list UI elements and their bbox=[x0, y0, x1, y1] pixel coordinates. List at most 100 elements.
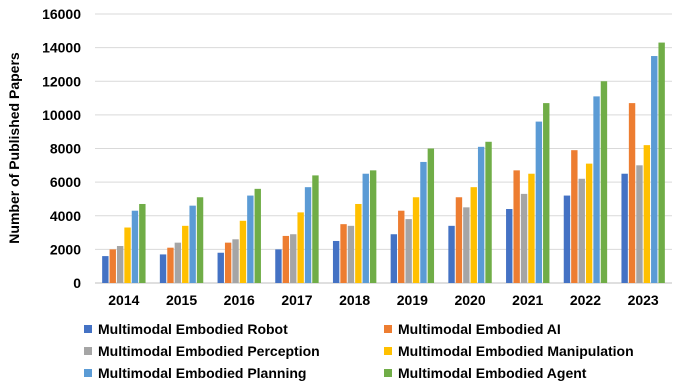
bar bbox=[131, 210, 139, 283]
y-tick-label: 8000 bbox=[50, 141, 81, 157]
x-tick-label: 2014 bbox=[108, 292, 139, 308]
bar bbox=[535, 121, 543, 283]
legend-item: Multimodal Embodied Agent bbox=[384, 365, 586, 381]
bar bbox=[658, 42, 665, 283]
legend-swatch bbox=[384, 347, 392, 355]
y-tick-label: 6000 bbox=[50, 174, 81, 190]
bar bbox=[477, 146, 485, 283]
bar bbox=[355, 203, 362, 283]
bar bbox=[182, 225, 189, 283]
bar bbox=[485, 141, 492, 283]
legend-label: Multimodal Embodied Manipulation bbox=[398, 343, 634, 359]
x-tick-label: 2016 bbox=[224, 292, 255, 308]
bar bbox=[312, 175, 319, 283]
legend-swatch bbox=[384, 369, 392, 377]
bar bbox=[585, 163, 593, 283]
x-tick-label: 2019 bbox=[397, 292, 428, 308]
bar bbox=[239, 220, 247, 283]
bar bbox=[275, 249, 282, 284]
bar bbox=[636, 165, 643, 283]
legend-label: Multimodal Embodied AI bbox=[398, 321, 561, 337]
bar bbox=[174, 242, 182, 283]
gridlines bbox=[95, 13, 672, 284]
bar bbox=[520, 193, 528, 283]
bar bbox=[628, 103, 636, 283]
bar bbox=[369, 170, 377, 283]
bar bbox=[470, 187, 477, 283]
bar bbox=[247, 195, 254, 283]
bar bbox=[254, 188, 261, 283]
x-tick-labels: 2014 2015 2016 2017 2018 2019 2020 2021 2022 2023 bbox=[108, 292, 659, 308]
y-tick-label: 2000 bbox=[50, 241, 81, 257]
x-tick-label: 2022 bbox=[570, 292, 601, 308]
bar bbox=[232, 239, 239, 283]
legend-swatch bbox=[84, 325, 92, 333]
bar bbox=[506, 209, 513, 283]
legend-swatch bbox=[84, 369, 92, 377]
bar bbox=[124, 227, 131, 283]
bar bbox=[563, 195, 571, 283]
x-tick-label: 2021 bbox=[512, 292, 543, 308]
bar bbox=[282, 235, 290, 283]
bar bbox=[362, 173, 369, 283]
bars bbox=[102, 42, 665, 284]
bar bbox=[340, 224, 347, 283]
legend-label: Multimodal Embodied Robot bbox=[98, 321, 288, 337]
y-tick-label: 10000 bbox=[42, 107, 81, 123]
legend-item: Multimodal Embodied AI bbox=[384, 321, 561, 337]
bar bbox=[513, 170, 520, 283]
legend-label: Multimodal Embodied Planning bbox=[98, 365, 307, 381]
bar bbox=[224, 242, 232, 283]
legend-label: Multimodal Embodied Perception bbox=[98, 343, 320, 359]
x-tick-label: 2020 bbox=[454, 292, 485, 308]
bar bbox=[304, 187, 312, 283]
y-tick-label: 14000 bbox=[42, 40, 81, 56]
x-tick-label: 2018 bbox=[339, 292, 370, 308]
x-tick-label: 2023 bbox=[628, 292, 659, 308]
bar bbox=[600, 81, 608, 283]
bar bbox=[543, 103, 550, 283]
bar bbox=[405, 219, 412, 283]
bar bbox=[290, 234, 297, 283]
legend-item: Multimodal Embodied Robot bbox=[84, 321, 288, 337]
y-tick-labels: 0 2000 4000 6000 8000 10000 12000 14000 16000 bbox=[42, 6, 81, 291]
bar bbox=[593, 96, 600, 283]
chart-area: 0 2000 4000 6000 8000 10000 12000 14000 16000 20… bbox=[6, 6, 672, 308]
bar bbox=[427, 148, 435, 283]
bar bbox=[196, 197, 204, 283]
x-tick-label: 2017 bbox=[281, 292, 312, 308]
bar bbox=[297, 212, 304, 283]
legend-label: Multimodal Embodied Agent bbox=[398, 365, 587, 381]
y-tick-label: 4000 bbox=[50, 208, 81, 224]
y-tick-label: 0 bbox=[73, 275, 81, 291]
bar bbox=[528, 173, 535, 283]
bar bbox=[448, 225, 455, 283]
bar bbox=[217, 252, 224, 283]
bar bbox=[412, 197, 420, 283]
bar bbox=[455, 197, 463, 283]
bar bbox=[463, 207, 470, 283]
legend-item: Multimodal Embodied Manipulation bbox=[384, 343, 634, 359]
bar bbox=[109, 249, 116, 284]
legend-item: Multimodal Embodied Planning bbox=[84, 365, 306, 381]
bar bbox=[332, 240, 340, 283]
bar bbox=[571, 150, 578, 283]
bar bbox=[420, 161, 427, 283]
bar bbox=[102, 256, 109, 283]
bar bbox=[578, 178, 585, 283]
bar bbox=[347, 225, 355, 283]
y-tick-label: 12000 bbox=[42, 73, 81, 89]
x-tick-label: 2015 bbox=[166, 292, 197, 308]
bar bbox=[116, 246, 124, 283]
bar bbox=[651, 56, 658, 283]
y-axis-title: Number of Published Papers bbox=[6, 52, 22, 244]
y-tick-label: 16000 bbox=[42, 6, 81, 22]
bar bbox=[398, 210, 405, 283]
bar bbox=[621, 173, 628, 283]
bar bbox=[159, 254, 167, 283]
legend-item: Multimodal Embodied Perception bbox=[84, 343, 320, 359]
legend-swatch bbox=[384, 325, 392, 333]
legend-swatch bbox=[84, 347, 92, 355]
bar bbox=[167, 247, 174, 283]
bar bbox=[189, 205, 196, 283]
